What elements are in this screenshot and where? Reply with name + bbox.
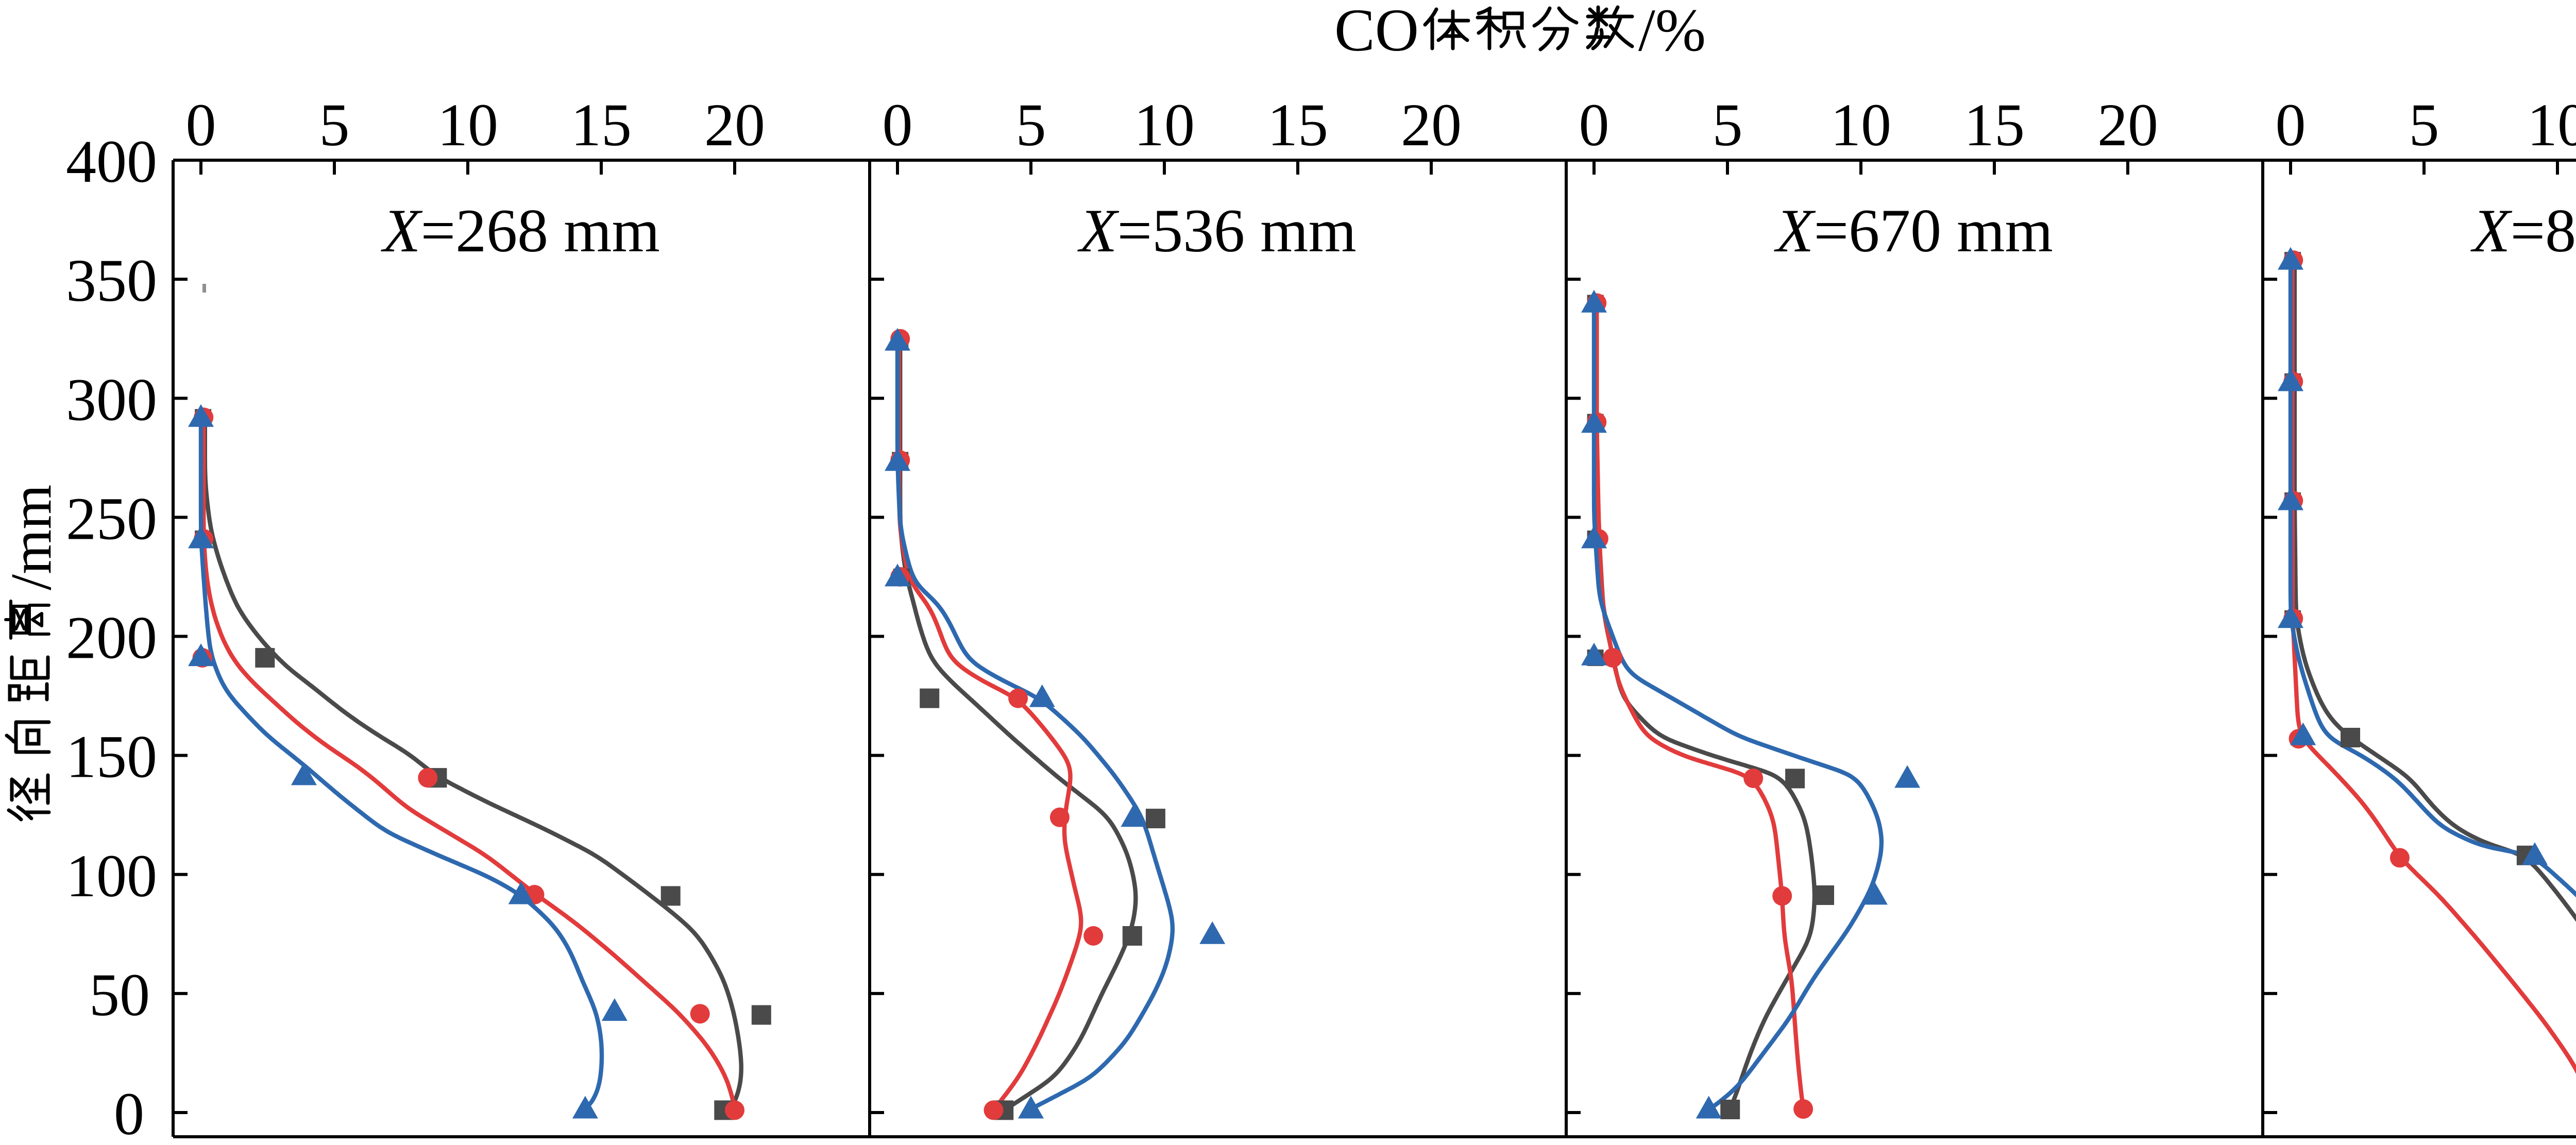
- svg-text:15: 15: [1267, 91, 1328, 159]
- svg-text:10: 10: [1134, 91, 1195, 159]
- svg-text:150: 150: [66, 723, 157, 791]
- svg-text:/mm: /mm: [0, 485, 63, 590]
- svg-text:200: 200: [66, 604, 157, 672]
- svg-text:5: 5: [319, 91, 350, 159]
- svg-text:50: 50: [89, 961, 150, 1029]
- svg-text:5: 5: [2409, 91, 2439, 159]
- svg-text:250: 250: [66, 485, 157, 552]
- svg-text:10: 10: [437, 91, 498, 159]
- svg-text:X=536 mm: X=536 mm: [1077, 196, 1357, 265]
- svg-text:300: 300: [66, 366, 157, 433]
- svg-text:0: 0: [2276, 91, 2306, 159]
- svg-text:20: 20: [1401, 91, 1462, 159]
- svg-text:X=268 mm: X=268 mm: [381, 196, 660, 265]
- svg-text:100: 100: [66, 842, 157, 910]
- svg-text:0: 0: [883, 91, 913, 159]
- svg-text:5: 5: [1016, 91, 1046, 159]
- svg-text:X=670 mm: X=670 mm: [1774, 196, 2053, 265]
- svg-text:0: 0: [114, 1080, 144, 1142]
- svg-text:/%: /%: [1638, 0, 1706, 64]
- svg-text:15: 15: [1964, 91, 2025, 159]
- svg-text:X=804 mm: X=804 mm: [2470, 196, 2576, 265]
- svg-text:20: 20: [2097, 91, 2158, 159]
- svg-text:5: 5: [1713, 91, 1743, 159]
- svg-text:20: 20: [704, 91, 765, 159]
- svg-text:0: 0: [186, 91, 216, 159]
- svg-text:CO: CO: [1334, 0, 1419, 64]
- svg-text:0: 0: [1579, 91, 1609, 159]
- svg-text:10: 10: [2527, 91, 2576, 159]
- svg-text:350: 350: [66, 247, 157, 314]
- svg-text:15: 15: [571, 91, 632, 159]
- svg-text:400: 400: [66, 128, 157, 195]
- svg-text:10: 10: [1831, 91, 1891, 159]
